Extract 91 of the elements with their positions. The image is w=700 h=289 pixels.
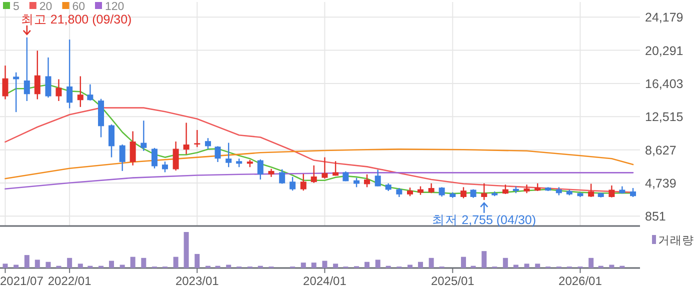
bar — [2, 264, 8, 268]
candlestick — [56, 78, 62, 102]
bar — [322, 260, 328, 268]
candlestick — [204, 138, 211, 150]
bar — [524, 264, 530, 268]
candlestick — [460, 186, 466, 199]
candlestick — [87, 84, 94, 102]
candlestick — [24, 36, 30, 102]
bar — [364, 262, 370, 268]
x-tick-label: 2025/01 — [430, 274, 475, 288]
bar — [375, 260, 380, 268]
legend-label: 120 — [105, 1, 124, 13]
candlestick — [119, 144, 126, 172]
candlestick — [108, 124, 114, 158]
bar — [14, 264, 19, 268]
candlestick — [183, 122, 190, 155]
y-tick-label: 12,515 — [645, 110, 684, 124]
legend-label: 20 — [39, 1, 52, 13]
candlestick — [140, 120, 147, 152]
annotation: 최고 21,800 (09/30) — [20, 12, 132, 26]
y-tick-label: 24,179 — [645, 10, 684, 25]
y-tick-label: 16,403 — [645, 76, 684, 91]
candlestick — [290, 176, 296, 192]
candlestick — [151, 147, 158, 169]
candlestick — [77, 76, 84, 108]
candlestick — [364, 174, 370, 188]
bar — [109, 260, 114, 268]
candlestick — [300, 173, 306, 192]
bar — [78, 264, 83, 268]
x-tick-label: 2024/01 — [303, 274, 347, 288]
bar — [408, 264, 413, 268]
candlestick — [66, 38, 73, 109]
bar — [184, 232, 189, 268]
candlestick — [162, 160, 168, 173]
candlestick — [428, 182, 434, 194]
candlestick — [172, 140, 179, 172]
legend-label: 5 — [13, 1, 20, 13]
bar — [24, 255, 30, 268]
candlestick — [2, 64, 8, 100]
candlestick — [257, 158, 264, 180]
candlestick — [214, 146, 221, 163]
bar — [535, 264, 540, 268]
bar — [300, 262, 306, 268]
y-tick-label: 851 — [645, 210, 666, 224]
bar — [311, 262, 316, 268]
candlestick — [354, 177, 360, 188]
bar — [482, 251, 487, 268]
bar — [141, 258, 146, 268]
bar — [130, 256, 136, 268]
bar — [34, 260, 40, 268]
bar — [46, 262, 51, 268]
candlestick — [588, 183, 594, 198]
y-tick-label: 4,739 — [645, 176, 676, 190]
candlestick — [502, 184, 508, 195]
bar — [513, 264, 518, 268]
y-tick-label: 20,291 — [645, 44, 684, 58]
candlestick — [481, 182, 488, 201]
candlestick — [322, 156, 328, 180]
bar — [333, 264, 338, 268]
candlestick — [34, 50, 40, 100]
candlestick — [130, 130, 136, 166]
candlestick — [13, 72, 20, 113]
candlestick — [226, 142, 232, 168]
bar — [226, 264, 232, 268]
candlestick — [438, 186, 445, 198]
candlestick — [374, 169, 381, 187]
bar — [194, 254, 200, 268]
candlestick — [310, 164, 317, 184]
bar — [588, 258, 594, 268]
candlestick — [45, 56, 52, 98]
candlestick — [608, 184, 615, 198]
bar — [428, 258, 434, 268]
candlestick — [194, 129, 200, 148]
bar — [67, 258, 72, 268]
line-series — [4, 172, 634, 190]
legend-label: 60 — [72, 1, 85, 13]
candlestick — [279, 168, 286, 184]
candlestick — [332, 160, 339, 176]
bar — [502, 258, 508, 268]
bar — [418, 262, 423, 268]
x-tick-label: 2023/01 — [175, 274, 220, 288]
x-tick-label: 2021/07 — [0, 274, 44, 288]
bar — [609, 264, 614, 268]
bar — [460, 256, 466, 268]
legend-label: 거래량 — [658, 235, 694, 247]
annotation: 최저 2,755 (04/30) — [432, 213, 536, 227]
y-tick-label: 8,627 — [645, 143, 676, 158]
x-tick-label: 2022/01 — [48, 274, 92, 288]
x-tick-label: 2026/01 — [558, 274, 602, 288]
bar — [173, 256, 178, 268]
bar — [120, 264, 125, 268]
